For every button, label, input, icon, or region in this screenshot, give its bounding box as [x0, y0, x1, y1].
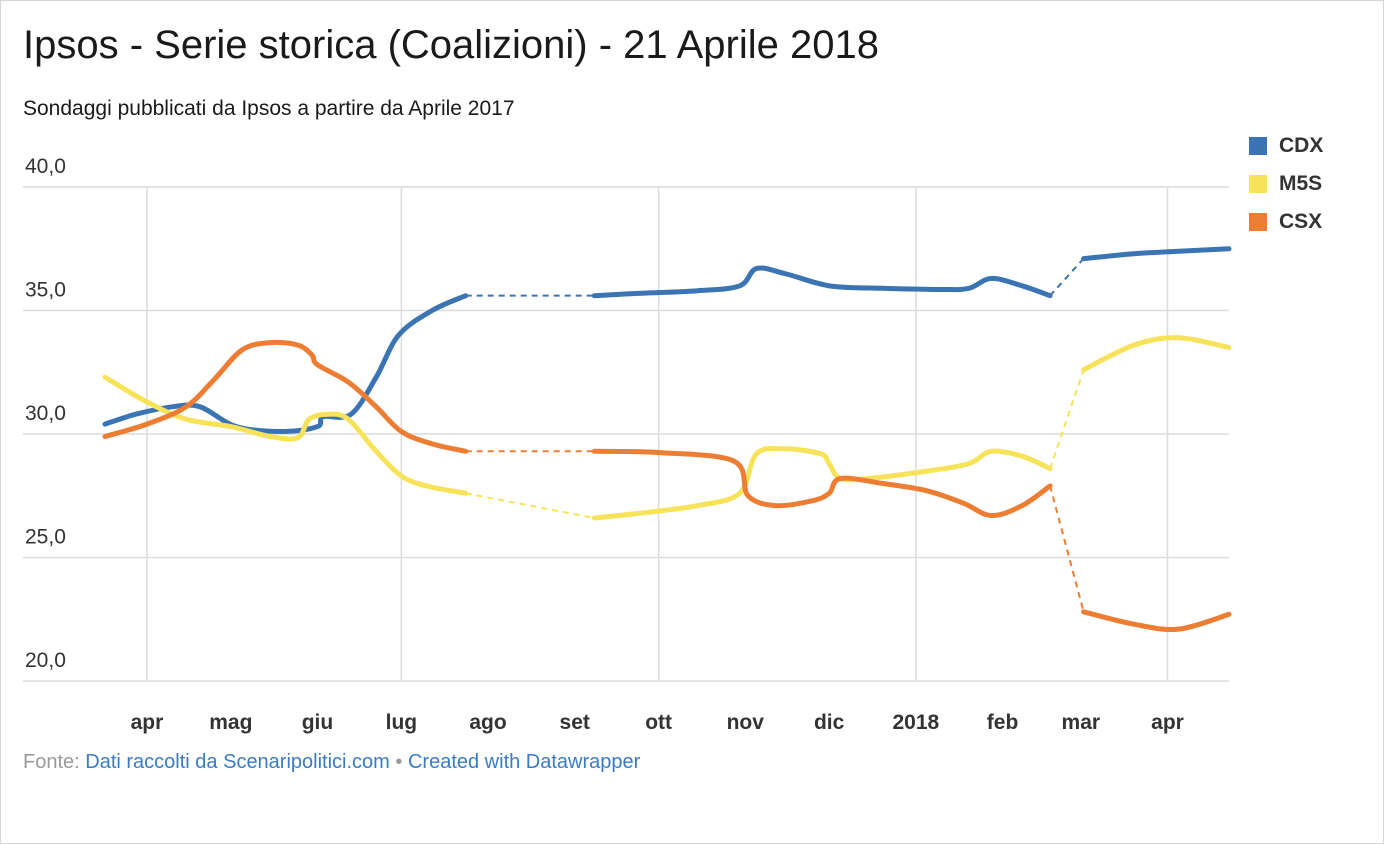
series-line-cdx	[591, 265, 1053, 299]
x-tick-label: nov	[727, 711, 765, 734]
legend-swatch-csx	[1249, 213, 1267, 231]
datawrapper-link[interactable]: Created with Datawrapper	[407, 751, 641, 773]
x-tick-label: 2018	[892, 711, 939, 734]
series-gap-cdx	[1049, 257, 1085, 297]
legend: CDX M5S CSX	[1249, 127, 1323, 241]
y-tick-label: 20,0	[25, 649, 66, 672]
series-m5s	[102, 335, 1232, 521]
footer-prefix: Fonte:	[23, 751, 80, 773]
series-cdx	[102, 246, 1232, 434]
legend-label-cdx: CDX	[1279, 134, 1324, 157]
series-gap-m5s	[465, 492, 595, 519]
legend-item-m5s[interactable]: M5S	[1249, 165, 1323, 203]
y-axis-labels: 40,0 35,0 30,0 25,0 20,0	[25, 155, 66, 672]
series-csx	[102, 339, 1232, 632]
series-line-cdx	[1081, 246, 1232, 262]
legend-label-m5s: M5S	[1279, 172, 1323, 195]
series-line-m5s	[1081, 335, 1232, 373]
x-tick-label: lug	[386, 711, 418, 734]
legend-swatch-m5s	[1249, 175, 1267, 193]
y-tick-label: 35,0	[25, 279, 66, 302]
y-tick-label: 25,0	[25, 526, 66, 549]
legend-item-cdx[interactable]: CDX	[1249, 127, 1323, 165]
chart-subtitle: Sondaggi pubblicati da Ipsos a partire d…	[23, 97, 515, 120]
series-line-csx	[102, 339, 469, 454]
x-tick-label: apr	[131, 711, 164, 734]
chart-title: Ipsos - Serie storica (Coalizioni) - 21 …	[23, 23, 879, 67]
series-gap-csx	[1049, 485, 1085, 613]
x-tick-label: ott	[645, 711, 672, 734]
legend-swatch-cdx	[1249, 137, 1267, 155]
legend-label-csx: CSX	[1279, 210, 1323, 233]
y-tick-label: 30,0	[25, 402, 66, 425]
y-tick-label: 40,0	[25, 155, 66, 178]
series-line-csx	[591, 448, 1053, 519]
x-tick-label: set	[560, 711, 590, 734]
footer-separator: •	[395, 751, 403, 773]
series-layer	[102, 246, 1232, 632]
x-tick-label: feb	[987, 711, 1019, 734]
x-tick-label: mag	[209, 711, 252, 734]
x-axis-labels: apr mag giu lug ago set ott nov dic 2018 feb mar apr	[131, 711, 1184, 734]
source-link[interactable]: Dati raccolti da Scenaripolitici.com	[85, 751, 390, 773]
chart-footer: Fonte: Dati raccolti da Scenaripolitici.…	[23, 751, 640, 774]
x-tick-label: mar	[1062, 711, 1101, 734]
x-tick-label: ago	[469, 711, 506, 734]
legend-item-csx[interactable]: CSX	[1249, 203, 1323, 241]
x-tick-label: apr	[1151, 711, 1184, 734]
series-line-m5s	[591, 445, 1053, 521]
grid-layer	[23, 186, 1229, 682]
series-line-csx	[1081, 609, 1232, 632]
series-gap-m5s	[1049, 369, 1085, 469]
x-tick-label: giu	[302, 711, 334, 734]
series-line-cdx	[102, 293, 469, 434]
series-line-m5s	[102, 374, 469, 496]
x-tick-label: dic	[814, 711, 845, 734]
